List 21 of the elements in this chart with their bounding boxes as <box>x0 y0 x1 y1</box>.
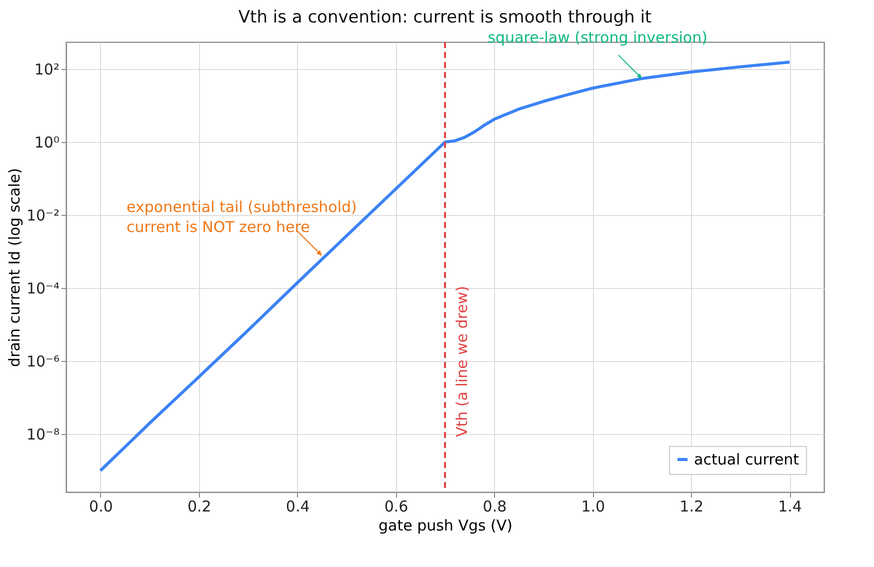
x-tick-label: 1.4 <box>778 498 802 516</box>
y-tick-label: 10⁰ <box>34 134 60 152</box>
x-tick-label: 0.8 <box>482 498 507 516</box>
x-tick-label: 0.6 <box>384 498 408 516</box>
y-tick-label: 10⁻⁸ <box>26 426 60 444</box>
y-axis-title: drain current Id (log scale) <box>5 168 24 367</box>
annotation: square-law (strong inversion) <box>488 28 708 47</box>
x-tick-label: 1.2 <box>680 498 704 516</box>
x-tick-label: 1.0 <box>581 498 606 516</box>
x-axis-title: gate push Vgs (V) <box>378 516 513 534</box>
y-tick-label: 10² <box>34 60 60 79</box>
y-tick-label: 10⁻⁴ <box>26 280 60 298</box>
y-tick-label: 10⁻² <box>26 206 60 225</box>
x-tick-label: 0.4 <box>286 498 310 516</box>
x-tick-label: 0.2 <box>187 498 212 516</box>
y-tick-label: 10⁻⁶ <box>26 352 60 371</box>
annotation: exponential tail (subthreshold) current is NOT zero here <box>126 198 357 236</box>
chart-title: Vth is a convention: current is smooth through it <box>238 8 652 28</box>
x-tick-label: 0.0 <box>89 498 113 516</box>
legend-label: actual current <box>694 450 800 468</box>
ref-line-label: Vth (a line we drew) <box>453 286 471 437</box>
